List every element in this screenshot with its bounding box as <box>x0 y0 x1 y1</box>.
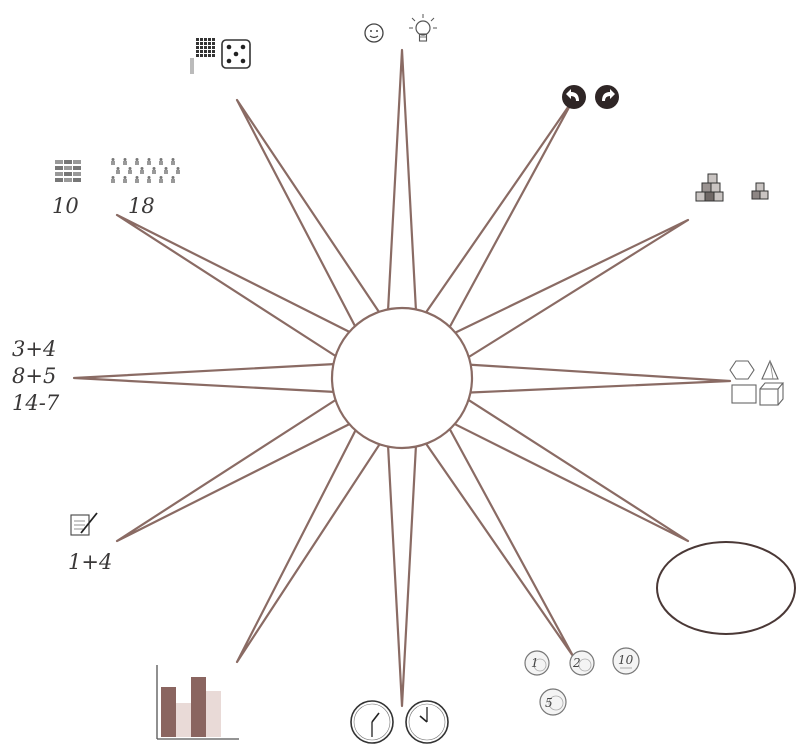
equation-line-3: 14-7 <box>12 391 60 415</box>
coin-label: 1 <box>531 656 539 670</box>
counting-blocks-icon <box>55 160 81 182</box>
coins-group: 1 2 10 5 <box>524 647 640 716</box>
ray-right-lower <box>453 398 690 543</box>
geometric-shapes-icon <box>729 359 785 406</box>
people-group-icon <box>111 158 180 183</box>
ray-bottom-right <box>424 428 575 658</box>
equation-line-2: 8+5 <box>12 364 56 388</box>
hundred-grid-icon <box>190 38 215 74</box>
ray-top <box>386 48 418 311</box>
center-circle <box>330 306 474 450</box>
ray-bottom <box>386 445 418 708</box>
people-count-label: 18 <box>128 194 155 218</box>
ray-right <box>469 363 732 394</box>
lightbulb-icon <box>409 14 437 42</box>
cube-icon <box>759 382 785 406</box>
redo-arrow-icon <box>595 85 619 109</box>
blocks-count-label: 10 <box>52 194 79 218</box>
coin-label: 2 <box>572 656 581 670</box>
smiley-icon <box>364 23 384 43</box>
empty-oval <box>656 541 796 635</box>
coin-label: 5 <box>545 696 553 710</box>
hexagon-icon <box>729 360 755 380</box>
ray-bottom-left <box>235 429 381 664</box>
ray-top-right <box>424 98 575 328</box>
ray-left <box>72 362 335 394</box>
ray-left-upper <box>115 213 351 358</box>
coin-icon: 5 <box>539 688 567 716</box>
rectangle-icon <box>731 384 757 404</box>
bar-chart-icon <box>156 665 239 740</box>
clock-icon <box>350 700 394 744</box>
coin-icon: 2 <box>569 650 595 676</box>
coin-icon: 1 <box>524 650 550 676</box>
ray-top-left <box>235 98 381 328</box>
pyramid-icon <box>761 359 779 380</box>
clock-icon <box>405 700 449 744</box>
pad-sum-label: 1+4 <box>68 550 112 574</box>
coin-icon: 10 <box>612 647 640 675</box>
small-cube-stack-icon <box>751 182 769 200</box>
ray-right-upper <box>454 218 690 359</box>
ray-left-lower <box>115 398 351 543</box>
dice-icon <box>221 39 251 69</box>
writing-pad-icon <box>70 512 98 536</box>
coin-label: 10 <box>618 653 634 667</box>
cube-staircase-icon <box>695 173 724 202</box>
equation-line-1: 3+4 <box>12 337 56 361</box>
undo-arrow-icon <box>562 85 586 109</box>
